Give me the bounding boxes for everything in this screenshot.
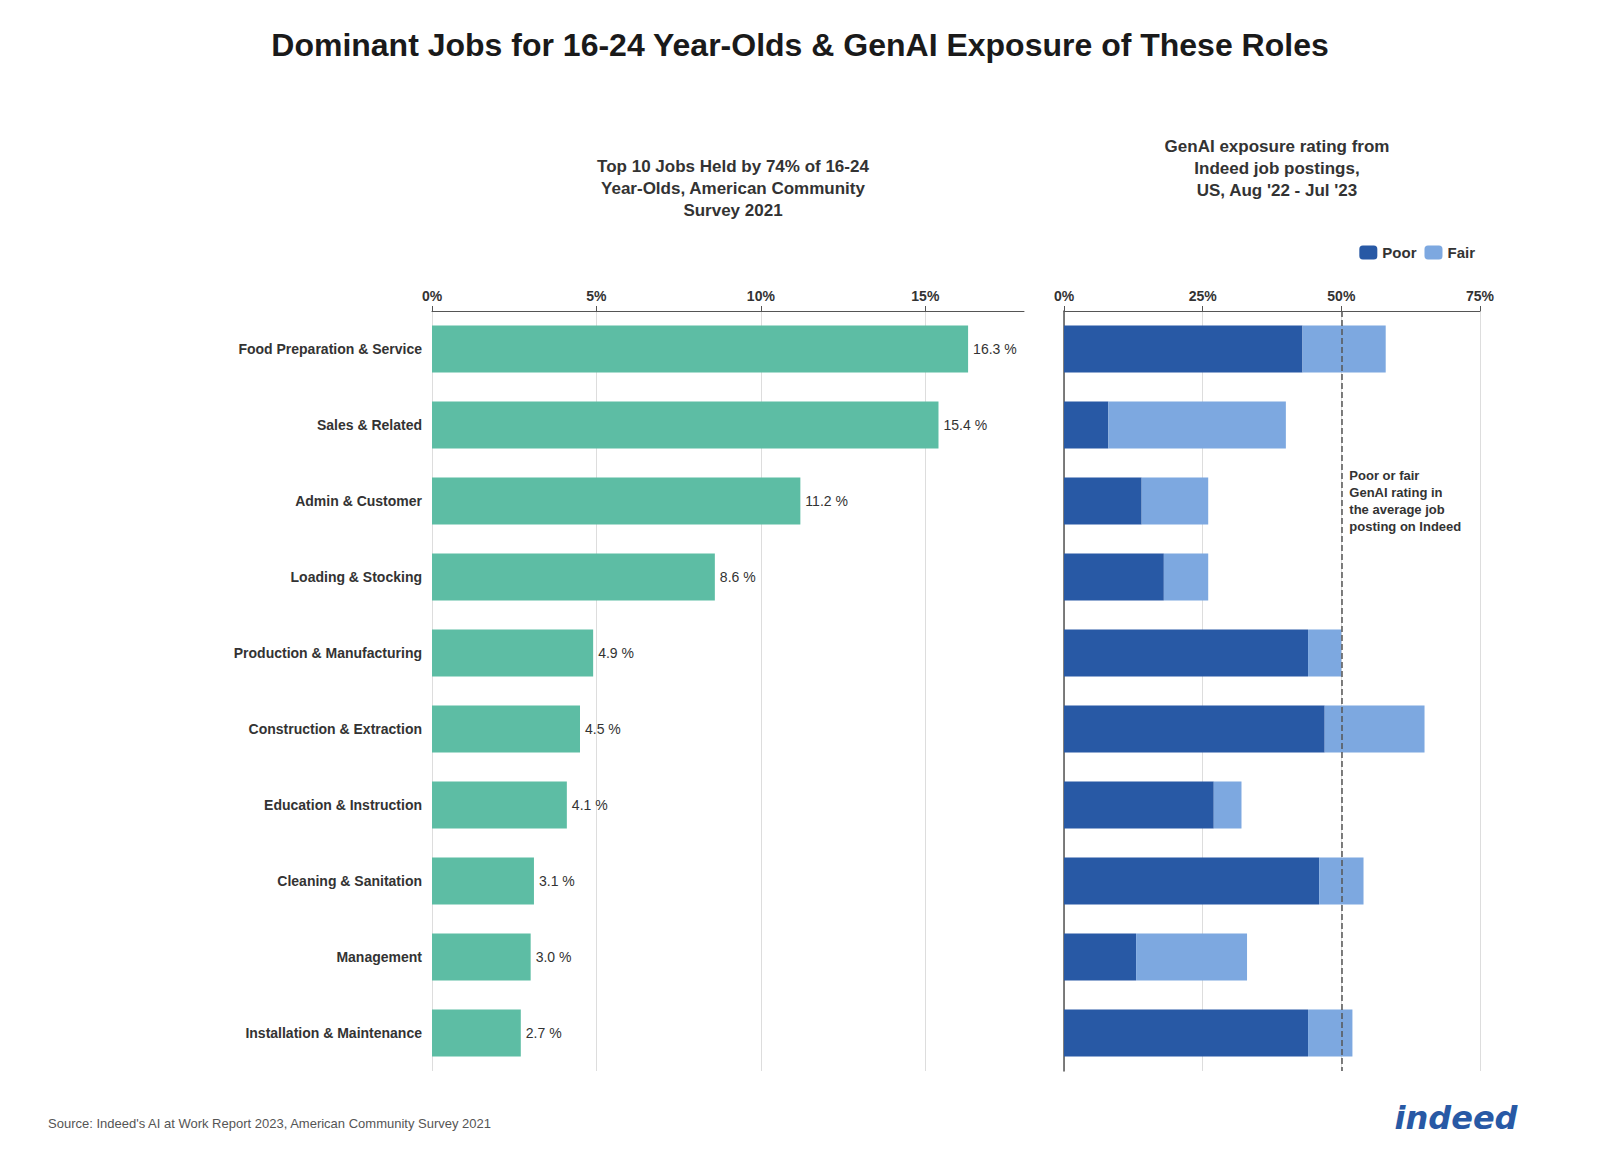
svg-text:Construction & Extraction: Construction & Extraction (249, 721, 422, 737)
svg-text:Food Preparation & Service: Food Preparation & Service (238, 341, 422, 357)
svg-text:11.2 %: 11.2 % (805, 493, 848, 509)
svg-text:Poor: Poor (1382, 244, 1416, 261)
svg-text:GenAI exposure rating from: GenAI exposure rating from (1165, 137, 1390, 156)
svg-text:3.1 %: 3.1 % (539, 873, 575, 889)
svg-text:Poor or fair: Poor or fair (1349, 468, 1419, 483)
svg-text:75%: 75% (1466, 288, 1495, 304)
svg-text:Source: Indeed's AI at Work Re: Source: Indeed's AI at Work Report 2023,… (48, 1116, 491, 1131)
svg-text:Sales & Related: Sales & Related (317, 417, 422, 433)
svg-text:posting on Indeed: posting on Indeed (1349, 519, 1461, 534)
svg-text:indeed: indeed (1395, 1099, 1519, 1137)
svg-text:GenAI rating in: GenAI rating in (1349, 485, 1442, 500)
svg-text:Installation & Maintenance: Installation & Maintenance (245, 1025, 422, 1041)
svg-text:US, Aug '22 - Jul '23: US, Aug '22 - Jul '23 (1197, 181, 1358, 200)
svg-text:Cleaning & Sanitation: Cleaning & Sanitation (277, 873, 422, 889)
svg-text:Fair: Fair (1447, 244, 1475, 261)
svg-text:10%: 10% (747, 288, 776, 304)
svg-text:Dominant Jobs for 16-24 Year-O: Dominant Jobs for 16-24 Year-Olds & GenA… (271, 27, 1328, 63)
svg-text:50%: 50% (1327, 288, 1356, 304)
svg-text:8.6 %: 8.6 % (720, 569, 756, 585)
svg-text:Top 10 Jobs Held by 74% of 16-: Top 10 Jobs Held by 74% of 16-24 (597, 157, 869, 176)
svg-text:Year-Olds, American Community: Year-Olds, American Community (601, 179, 865, 198)
svg-text:0%: 0% (1054, 288, 1075, 304)
svg-text:Education & Instruction: Education & Instruction (264, 797, 422, 813)
svg-text:Management: Management (336, 949, 422, 965)
svg-text:Survey 2021: Survey 2021 (683, 201, 782, 220)
svg-text:15.4 %: 15.4 % (943, 417, 987, 433)
svg-text:the average job: the average job (1349, 502, 1444, 517)
svg-text:Indeed job postings,: Indeed job postings, (1194, 159, 1359, 178)
svg-text:Production & Manufacturing: Production & Manufacturing (234, 645, 422, 661)
svg-text:3.0 %: 3.0 % (536, 949, 572, 965)
svg-text:4.9 %: 4.9 % (598, 645, 634, 661)
svg-text:16.3 %: 16.3 % (973, 341, 1017, 357)
svg-text:25%: 25% (1189, 288, 1218, 304)
svg-text:5%: 5% (586, 288, 607, 304)
svg-text:15%: 15% (911, 288, 940, 304)
svg-text:4.5 %: 4.5 % (585, 721, 621, 737)
svg-text:Admin & Customer: Admin & Customer (295, 493, 422, 509)
svg-text:4.1 %: 4.1 % (572, 797, 608, 813)
svg-text:Loading & Stocking: Loading & Stocking (291, 569, 422, 585)
svg-text:0%: 0% (422, 288, 443, 304)
svg-text:2.7 %: 2.7 % (526, 1025, 562, 1041)
